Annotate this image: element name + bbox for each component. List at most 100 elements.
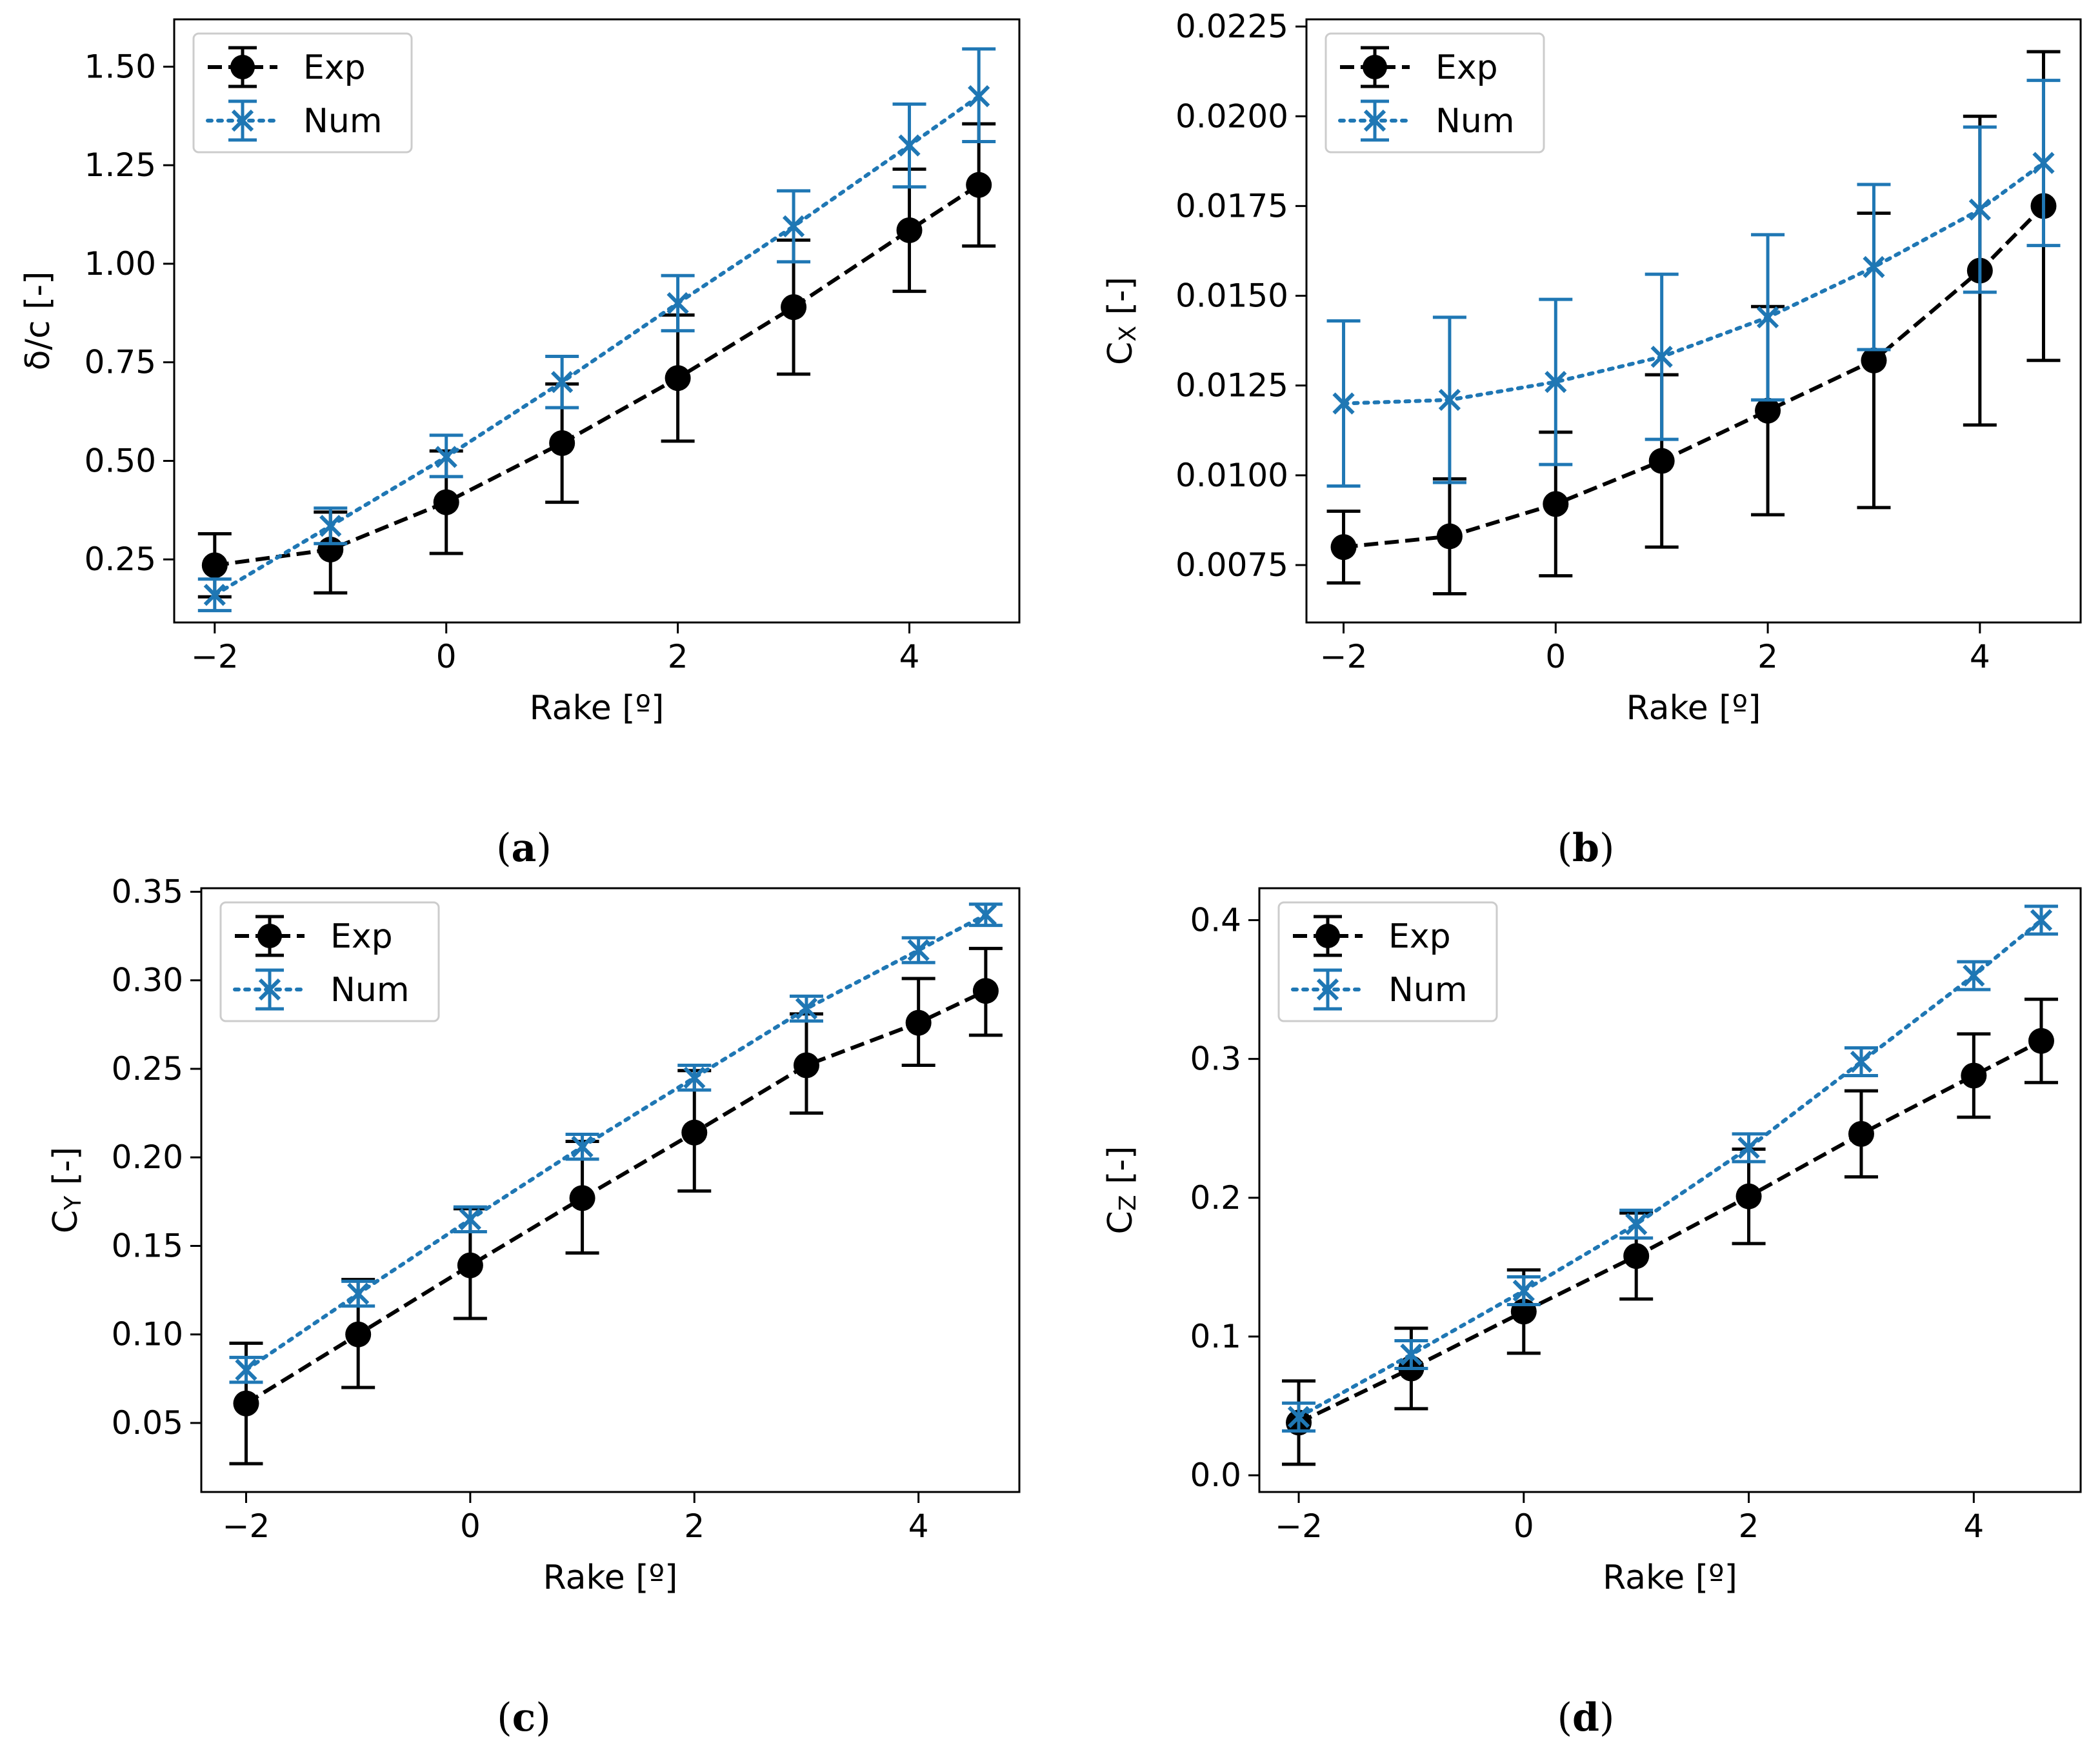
y-axis-label-subscript: Z: [1115, 1195, 1141, 1211]
legend-label-num: Num: [303, 102, 383, 141]
marker-stroke: [2030, 909, 2053, 931]
legend-entry-exp: Exp: [1293, 915, 1451, 957]
series-line-exp: [245, 989, 987, 1406]
legend-label-num: Num: [1388, 971, 1468, 1009]
series-num: [1282, 904, 2058, 1433]
data-point-exp: [433, 489, 459, 515]
series-line-exp: [1343, 204, 2045, 550]
marker-stroke: [203, 584, 226, 606]
data-point-num: [2030, 909, 2053, 931]
legend-entry-exp: Exp: [208, 46, 366, 88]
data-point-num: [1287, 1406, 1310, 1428]
data-point-exp: [1848, 1120, 1874, 1147]
data-point-num: [347, 1282, 370, 1305]
y-axis-label-subscript: X: [1115, 326, 1141, 342]
y-tick-label: 0.75: [85, 344, 156, 381]
marker-stroke: [1968, 198, 1991, 221]
series-exp: [1326, 50, 2061, 595]
y-axis-label: CX [-]: [1101, 277, 1141, 365]
x-tick-label: 0: [436, 638, 457, 675]
x-tick-label: −2: [191, 638, 239, 675]
data-point-exp: [781, 294, 807, 321]
x-tick-label: 0: [1514, 1507, 1534, 1545]
data-point-num: [435, 446, 457, 468]
y-tick-label: 0.1: [1190, 1318, 1241, 1355]
legend-marker-exp: [230, 55, 255, 79]
data-point-num: [974, 904, 997, 926]
y-axis-label: CY [-]: [46, 1147, 86, 1233]
legend-marker-exp: [257, 924, 282, 948]
data-point-num: [2032, 152, 2055, 174]
x-axis-label: Rake [º]: [1603, 1558, 1737, 1597]
plot-area-frame: [1258, 887, 2082, 1493]
data-point-num: [1650, 346, 1673, 368]
y-tick-label: 0.20: [112, 1138, 183, 1176]
series-exp: [229, 946, 1003, 1466]
legend-entry-exp: Exp: [235, 915, 393, 957]
legend-label-exp: Exp: [1388, 917, 1451, 956]
data-point-num: [795, 997, 818, 1020]
x-tick-label: 2: [1757, 638, 1778, 675]
data-point-exp: [201, 552, 228, 579]
marker-stroke: [1438, 388, 1461, 412]
series-num: [197, 47, 996, 613]
y-tick-label: 0.0150: [1175, 277, 1288, 315]
caption-open: (: [497, 1695, 512, 1740]
y-tick-label: 0.3: [1190, 1040, 1241, 1078]
marker-stroke: [782, 215, 805, 237]
marker-stroke: [319, 515, 342, 537]
x-axis-label: Rake [º]: [1626, 689, 1761, 728]
chart-panel-c: −2 0 2 4 0.05 0.10 0.15 0.20 0.25 0.30 0.35 Rake [º…: [46, 873, 1021, 1740]
y-axis-label: δ/c [-]: [19, 272, 57, 371]
legend-marker-num: [231, 109, 254, 132]
caption-open: (: [1557, 826, 1572, 871]
marker-stroke: [1400, 1343, 1423, 1366]
data-point-exp: [793, 1052, 819, 1079]
y-tick-label: 0.0175: [1175, 187, 1288, 224]
legend-entry-num: Num: [1291, 968, 1468, 1011]
series-line-num: [244, 913, 988, 1372]
plot-area-frame: [173, 18, 1021, 624]
y-tick-label: 0.0125: [1175, 367, 1288, 404]
data-point-exp: [1861, 347, 1887, 373]
chart-panel-d: −2 0 2 4 0.0 0.1 0.2 0.3 0.4 Rake [º] CZ [-] Exp Num…: [1101, 887, 2082, 1740]
data-point-num: [203, 584, 226, 606]
y-tick-label: 0.25: [112, 1050, 183, 1088]
y-tick-label: 0.4: [1190, 901, 1241, 939]
x-tick-label: −2: [1275, 1507, 1323, 1545]
panel-caption: (d): [1557, 1695, 1615, 1740]
y-tick-label: 0.35: [112, 873, 183, 910]
legend: Exp Num: [1325, 32, 1545, 154]
legend: Exp Num: [219, 901, 440, 1022]
x-tick-label: 4: [908, 1507, 929, 1545]
data-point-exp: [569, 1185, 595, 1211]
data-point-exp: [1330, 534, 1357, 561]
marker-stroke: [235, 1358, 257, 1381]
data-point-num: [907, 939, 930, 962]
y-tick-label: 1.25: [85, 146, 156, 184]
y-axis-label-unit: [-]: [1101, 1146, 1140, 1195]
x-tick-label: 4: [1963, 1507, 1984, 1545]
legend-label-exp: Exp: [330, 917, 393, 956]
x-tick-label: 2: [1739, 1507, 1759, 1545]
marker-stroke: [795, 997, 818, 1020]
legend-entry-num: Num: [1338, 99, 1515, 142]
series-line-num: [1297, 918, 2043, 1419]
marker-stroke: [1737, 1137, 1760, 1159]
x-tick-label: 4: [899, 638, 920, 675]
marker-stroke: [1756, 306, 1779, 329]
chart-panel-a: −2 0 2 4 0.25 0.50 0.75 1.00 1.25 1.50 Rake [º] δ/c…: [19, 18, 1021, 871]
series-num: [229, 902, 1003, 1384]
data-point-num: [968, 85, 990, 108]
caption-letter: d: [1572, 1695, 1599, 1740]
y-tick-label: 1.00: [85, 245, 156, 283]
marker-stroke: [1863, 255, 1885, 279]
y-tick-label: 0.0200: [1175, 97, 1288, 135]
x-tick-label: 4: [1970, 638, 1990, 675]
y-axis-label-subscript: Y: [60, 1195, 86, 1211]
marker-stroke: [435, 446, 457, 468]
data-point-num: [1863, 255, 1885, 279]
y-tick-label: 0.15: [112, 1227, 183, 1264]
caption-open: (: [1557, 1695, 1572, 1740]
